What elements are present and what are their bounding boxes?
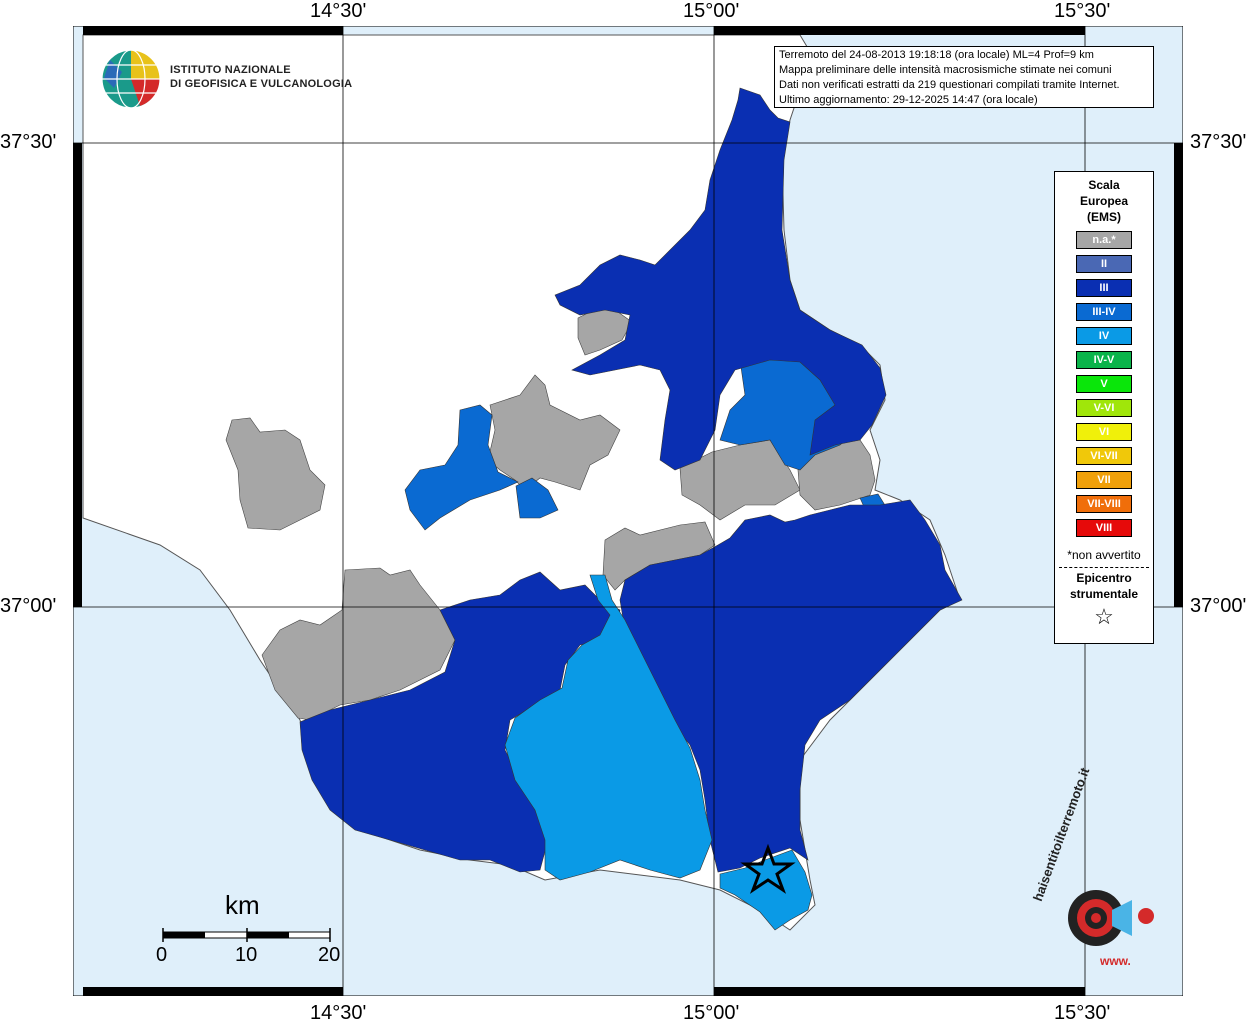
event-info-line-2: Mappa preliminare delle intensità macros…	[779, 64, 1112, 76]
legend-star-icon: ☆	[1094, 604, 1114, 629]
region-gray-5	[602, 521, 716, 591]
region-4-south	[504, 574, 713, 881]
scale-bar-graphic	[162, 928, 331, 942]
haisentito-logo[interactable]: haisentitoilterremoto.it www.	[1030, 766, 1165, 980]
legend-swatch-11: VII-VIII	[1076, 495, 1132, 513]
legend-epicentre-line1: Epicentro	[1076, 571, 1132, 585]
legend-swatch-5: IV-V	[1076, 351, 1132, 369]
epicentre-star-icon	[740, 843, 796, 894]
scale-unit: km	[225, 890, 260, 920]
legend-items: n.a.* II III III-IV IV IV-V V V-VI VI VI-VII VII VI…	[1055, 231, 1153, 537]
legend-title-line3: (EMS)	[1087, 210, 1121, 224]
event-info-line-4: Ultimo aggiornamento: 29-12-2025 14:47 (…	[779, 94, 1038, 106]
region-3-4-west	[404, 404, 519, 531]
haisentito-target-icon	[1068, 890, 1154, 946]
lon-label-top-1500: 15°00'	[683, 0, 740, 22]
region-gray-2	[487, 374, 621, 491]
scale-label-20: 20	[318, 944, 341, 966]
event-info-box: Terremoto del 24-08-2013 19:18:18 (ora l…	[774, 46, 1154, 108]
legend-title-line2: Europea	[1079, 194, 1128, 208]
legend-swatch-3: III-IV	[1076, 303, 1132, 321]
map-frame[interactable]	[72, 25, 1184, 997]
region-3-north	[554, 87, 887, 471]
ingv-globe-icon	[101, 49, 161, 109]
legend-epicentre-label: Epicentro strumentale	[1055, 570, 1153, 602]
legend-epicentre-line2: strumentale	[1069, 587, 1139, 601]
lat-label-right-3730: 37°30'	[1190, 131, 1247, 153]
legend-swatch-2: III	[1076, 279, 1132, 297]
scale-bar: km 0 10 20	[150, 890, 350, 970]
legend-separator	[1059, 567, 1149, 568]
legend-title: Scala Europea (EMS)	[1055, 177, 1153, 225]
legend-swatch-8: VI	[1076, 423, 1132, 441]
event-info-line-1: Terremoto del 24-08-2013 19:18:18 (ora l…	[779, 49, 1094, 61]
legend-swatch-7: V-VI	[1076, 399, 1132, 417]
lat-label-left-3700: 37°00'	[0, 595, 57, 617]
haisentito-prefix: www.	[1100, 954, 1131, 968]
ingv-name-line2: DI GEOFISICA E VULCANOLOGIA	[170, 78, 353, 90]
ingv-name-line1: ISTITUTO NAZIONALE	[170, 64, 291, 76]
region-gray-4	[261, 567, 456, 721]
legend-swatch-10: VII	[1076, 471, 1132, 489]
legend-swatch-4: IV	[1076, 327, 1132, 345]
legend-note: *non avvertito	[1067, 548, 1141, 562]
region-gray-1	[225, 417, 326, 531]
intensity-map[interactable]	[72, 25, 1184, 997]
legend-swatch-1: II	[1076, 255, 1132, 273]
legend-swatch-9: VI-VII	[1076, 447, 1132, 465]
legend-swatch-12: VIII	[1076, 519, 1132, 537]
lon-label-bottom-1500: 15°00'	[683, 1002, 740, 1024]
lon-label-top-1430: 14°30'	[310, 0, 367, 22]
ems-legend: Scala Europea (EMS) n.a.* II III III-IV IV IV…	[1054, 171, 1154, 644]
lon-label-bottom-1430: 14°30'	[310, 1002, 367, 1024]
lon-label-top-1530: 15°30'	[1054, 0, 1111, 22]
legend-swatch-6: V	[1076, 375, 1132, 393]
lat-label-right-3700: 37°00'	[1190, 595, 1247, 617]
region-gray-6	[679, 439, 801, 521]
region-3-4-small	[515, 477, 559, 519]
legend-title-line1: Scala	[1088, 178, 1120, 192]
scale-label-10: 10	[235, 944, 258, 966]
legend-swatch-0: n.a.*	[1076, 231, 1132, 249]
ingv-logo: ISTITUTO NAZIONALE DI GEOFISICA E VULCAN…	[100, 48, 352, 110]
event-info-line-3: Dati non verificati estratti da 219 ques…	[779, 79, 1120, 91]
lon-label-bottom-1530: 15°30'	[1054, 1002, 1111, 1024]
scale-label-0: 0	[156, 944, 168, 966]
lat-label-left-3730: 37°30'	[0, 131, 57, 153]
